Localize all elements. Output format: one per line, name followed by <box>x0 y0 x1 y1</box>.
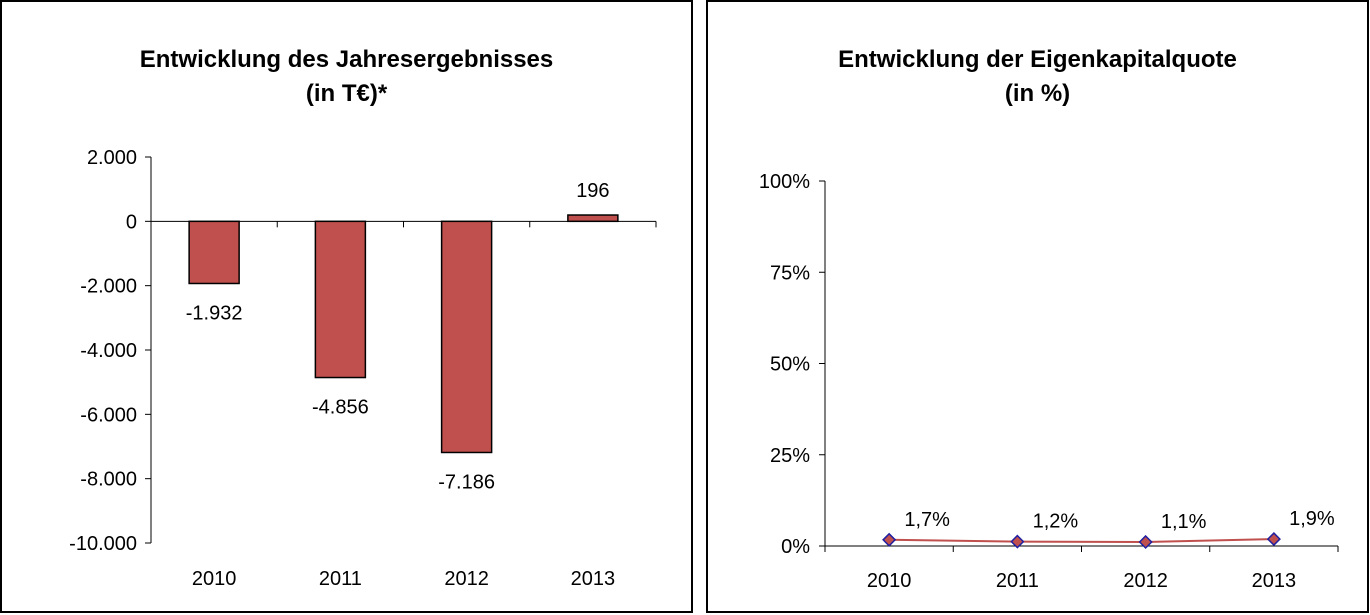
y-tick-label: -4.000 <box>80 340 137 362</box>
y-tick-label: -2.000 <box>80 276 137 298</box>
data-label-2011: 1,2% <box>1033 511 1079 533</box>
data-label-2010: 1,7% <box>904 509 950 531</box>
data-label-2012: 1,1% <box>1161 511 1207 533</box>
y-tick-label: 0 <box>126 211 137 233</box>
x-tick-label-2011: 2011 <box>319 568 362 590</box>
y-tick-label: 100% <box>759 171 810 193</box>
x-tick-label-2012: 2012 <box>444 568 489 590</box>
data-label-2012: -7.186 <box>438 471 495 493</box>
bar-2013 <box>567 214 619 223</box>
chart-subtitle: (in %) <box>1004 80 1071 107</box>
x-tick-label-2011: 2011 <box>996 570 1039 592</box>
chart-title-eigenkapitalquote: Entwicklung der Eigenkapitalquote (in %) <box>708 43 1367 111</box>
chart-title-jahresergebnis: Entwicklung des Jahresergebnisses (in T€… <box>2 43 691 111</box>
y-tick-label: 50% <box>770 354 810 376</box>
data-label-2010: -1.932 <box>186 302 243 324</box>
chart-panel-jahresergebnis: Entwicklung des Jahresergebnisses (in T€… <box>0 0 693 613</box>
bar-2012 <box>440 220 493 454</box>
x-tick-label-2013: 2013 <box>1252 570 1297 592</box>
x-tick-label-2013: 2013 <box>571 568 616 590</box>
y-tick-label: 2.000 <box>87 147 137 169</box>
data-label-2011: -4.856 <box>312 397 369 419</box>
y-tick-label: 0% <box>781 536 810 558</box>
y-tick-label: -10.000 <box>69 533 137 555</box>
bar-chart-jahresergebnis: 2.000 0 -2.000 -4.000 -6.000 -8.000 -10.000 -1.… <box>69 147 657 590</box>
chart-subtitle: (in T€)* <box>305 80 388 107</box>
data-label-2013: 196 <box>576 180 609 202</box>
chart-panel-eigenkapitalquote: Entwicklung der Eigenkapitalquote (in %)… <box>706 0 1369 613</box>
marker-2013 <box>1266 532 1281 547</box>
line-chart-eigenkapitalquote: 100% 75% 50% 25% 0% 1,7% 2010 1,2% 2011 1,1% 2012 1… <box>759 171 1339 592</box>
bar-2011 <box>314 220 367 379</box>
y-tick-label: 75% <box>770 262 810 284</box>
chart-title-line1: Entwicklung der Eigenkapitalquote <box>838 46 1237 73</box>
data-label-2013: 1,9% <box>1289 508 1335 530</box>
chart-title-line1: Entwicklung des Jahresergebnisses <box>139 46 554 73</box>
series-line <box>889 538 1274 543</box>
y-tick-label: 25% <box>770 445 810 467</box>
bar-2010 <box>188 220 240 285</box>
marker-2011 <box>1010 534 1025 549</box>
x-tick-label-2012: 2012 <box>1123 570 1168 592</box>
marker-2012 <box>1138 534 1153 550</box>
x-tick-label-2010: 2010 <box>192 568 237 590</box>
y-tick-label: -6.000 <box>80 404 137 426</box>
marker-2010 <box>882 532 897 547</box>
x-tick-label-2010: 2010 <box>867 570 912 592</box>
y-tick-label: -8.000 <box>80 469 137 491</box>
